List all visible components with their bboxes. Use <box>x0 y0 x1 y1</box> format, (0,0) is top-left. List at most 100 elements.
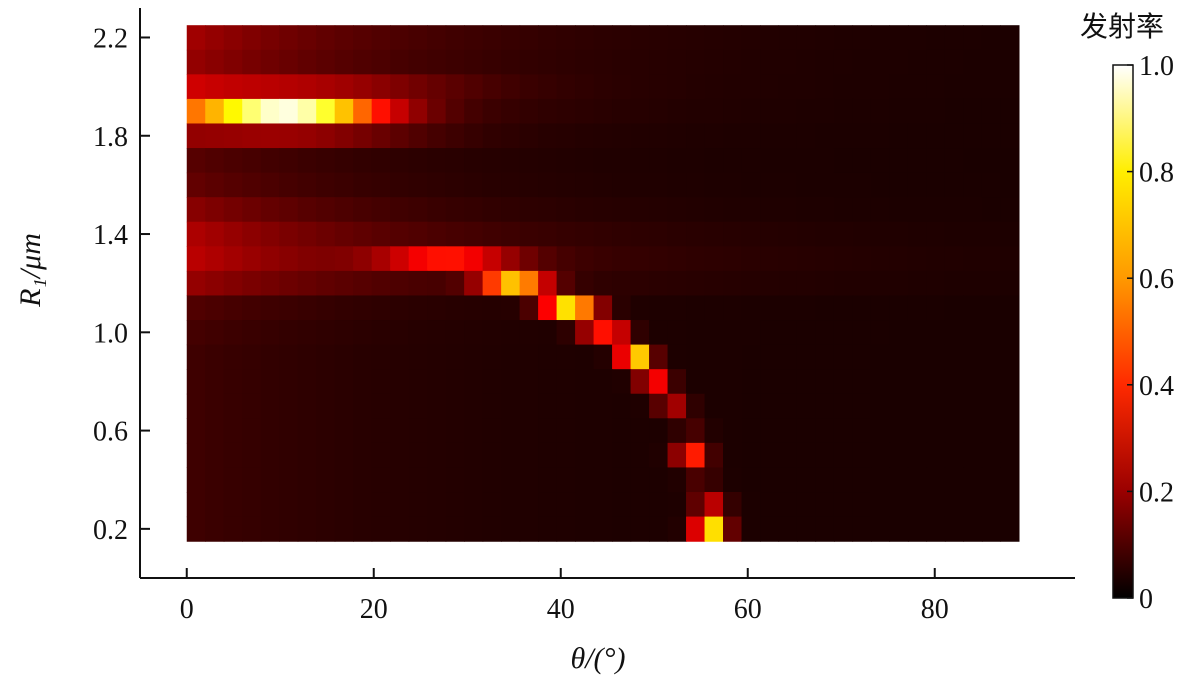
heatmap-cell <box>833 74 854 100</box>
heatmap-cell <box>445 270 465 297</box>
heatmap-cell <box>538 393 558 419</box>
heatmap-cell <box>630 25 650 51</box>
heatmap-cell <box>944 418 965 444</box>
heatmap-cell <box>760 516 780 542</box>
heatmap-cell <box>408 393 428 419</box>
heatmap-cell <box>852 123 872 149</box>
heatmap-cell <box>741 270 761 297</box>
heatmap-cell <box>297 369 317 395</box>
heatmap-cell <box>760 148 780 174</box>
heatmap-cell <box>334 492 354 518</box>
heatmap-cell <box>704 25 724 51</box>
heatmap-cell <box>519 221 539 247</box>
heatmap-cell <box>944 467 965 493</box>
heatmap-cell <box>760 49 780 75</box>
heatmap-cell <box>907 123 928 149</box>
heatmap-cell <box>778 246 798 272</box>
heatmap-cell <box>870 295 891 321</box>
heatmap-cell <box>852 221 872 247</box>
heatmap-cell <box>205 74 225 100</box>
heatmap-cell <box>519 344 539 370</box>
heatmap-cell <box>649 49 669 75</box>
heatmap-cell <box>944 197 965 223</box>
heatmap-cell <box>575 25 595 51</box>
heatmap-cell <box>260 246 280 272</box>
heatmap-cell <box>316 270 336 297</box>
heatmap-cell <box>205 246 225 272</box>
heatmap-cell <box>667 442 687 469</box>
heatmap-cell <box>593 516 613 542</box>
heatmap-cell <box>889 418 909 444</box>
heatmap-cell <box>297 320 317 346</box>
heatmap-cell <box>778 492 798 518</box>
heatmap-cell <box>316 98 336 125</box>
heatmap-cell <box>833 148 854 174</box>
heatmap-cell <box>353 49 373 75</box>
heatmap-cell <box>630 344 650 370</box>
heatmap-cell <box>815 467 835 493</box>
heatmap-cell <box>427 295 447 321</box>
heatmap-cell <box>944 49 965 75</box>
heatmap-cell <box>445 320 465 346</box>
heatmap-cell <box>353 295 373 321</box>
heatmap-cell <box>408 418 428 444</box>
heatmap-cell <box>889 49 909 75</box>
heatmap-cell <box>371 221 391 247</box>
heatmap-cell <box>907 516 928 542</box>
heatmap-cell <box>963 74 983 100</box>
heatmap-cell <box>427 369 447 395</box>
heatmap-cell <box>649 197 669 223</box>
heatmap-cell <box>223 442 243 469</box>
heatmap-cell <box>186 246 206 272</box>
axes: 0.2 0.6 1.0 1.4 1.8 2.2 0 20 40 60 80 <box>93 8 1075 625</box>
heatmap-cell <box>316 369 336 395</box>
heatmap-cell <box>981 74 1002 100</box>
heatmap-cell <box>741 393 761 419</box>
heatmap-cell <box>1000 492 1020 518</box>
heatmap-cell <box>889 492 909 518</box>
heatmap-cell <box>833 393 854 419</box>
heatmap-cell <box>963 492 983 518</box>
heatmap-cell <box>944 442 965 469</box>
heatmap-cell <box>889 393 909 419</box>
heatmap-cell <box>630 221 650 247</box>
heatmap-cell <box>686 172 706 198</box>
heatmap-cell <box>390 369 410 395</box>
heatmap-cell <box>575 98 595 125</box>
heatmap-cell <box>260 270 280 297</box>
heatmap-cell <box>723 344 743 370</box>
heatmap-cell <box>667 148 687 174</box>
heatmap-cell <box>519 98 539 125</box>
y-tick-label: 1.0 <box>93 318 128 349</box>
heatmap-cell <box>815 246 835 272</box>
heatmap-cell <box>686 442 706 469</box>
heatmap-cell <box>445 172 465 198</box>
heatmap-cell <box>501 197 521 223</box>
heatmap-cell <box>556 197 576 223</box>
heatmap-cell <box>519 320 539 346</box>
heatmap-cell <box>833 172 854 198</box>
x-tick-label: 40 <box>547 594 575 625</box>
heatmap-cell <box>464 25 484 51</box>
heatmap-cell <box>538 270 558 297</box>
heatmap-cell <box>445 516 465 542</box>
heatmap-cell <box>796 516 817 542</box>
heatmap-cell <box>242 418 262 444</box>
heatmap-cell <box>390 320 410 346</box>
heatmap-cell <box>575 49 595 75</box>
heatmap-cell <box>519 442 539 469</box>
heatmap-cell <box>464 467 484 493</box>
heatmap-cell <box>575 172 595 198</box>
heatmap-cell <box>556 98 576 125</box>
heatmap-cell <box>833 25 854 51</box>
heatmap-cell <box>519 148 539 174</box>
heatmap-cell <box>963 344 983 370</box>
heatmap-cell <box>944 123 965 149</box>
heatmap-cell <box>427 442 447 469</box>
heatmap-cell <box>963 418 983 444</box>
heatmap-cell <box>316 320 336 346</box>
heatmap-cell <box>686 123 706 149</box>
heatmap-cell <box>408 492 428 518</box>
heatmap-cell <box>556 467 576 493</box>
y-tick-label: 0.2 <box>93 515 128 546</box>
